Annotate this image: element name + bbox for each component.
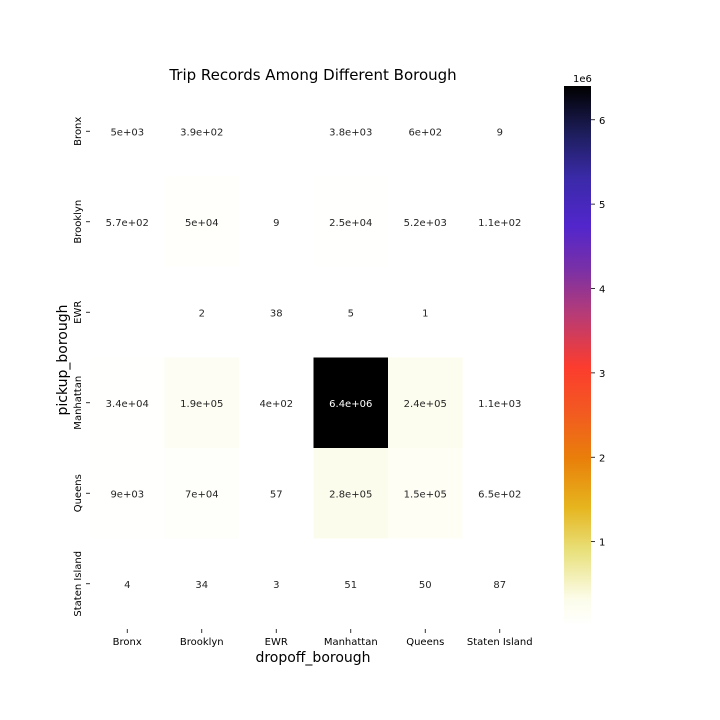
colorbar-tick-label: 3: [599, 369, 605, 380]
cell-annotation: 7e+04: [185, 489, 219, 500]
colorbar-ticks: 1 2 3 4 5 6: [591, 116, 605, 549]
heatmap-cell: [90, 448, 165, 539]
colorbar-tick-label: 2: [599, 453, 605, 464]
cell-annotation: 50: [419, 580, 432, 591]
colorbar-tick-label: 5: [599, 200, 605, 211]
heatmap-cell: [164, 538, 240, 630]
cell-annotation: 51: [344, 580, 357, 591]
cell-annotation: 34: [195, 580, 208, 591]
y-axis-label: pickup_borough: [55, 304, 71, 415]
cell-annotation: 9e+03: [110, 489, 144, 500]
cell-annotation: 4e+02: [259, 399, 293, 410]
y-tick-label: Staten Island: [73, 551, 84, 617]
heatmap-cell: [313, 86, 389, 177]
cell-annotation: 1.1e+03: [478, 399, 521, 410]
cell-annotation: 1: [422, 308, 428, 319]
heatmap-cell: [239, 538, 314, 630]
heatmap-cell: [313, 176, 389, 268]
cell-annotation: 5e+03: [110, 127, 144, 138]
cell-annotation: 9: [497, 127, 503, 138]
heatmap-cell: [388, 176, 463, 268]
colorbar-tick-label: 6: [599, 116, 605, 127]
heatmap-cell: [388, 448, 463, 539]
heatmap-cell: [239, 176, 314, 268]
cell-annotation: 5e+04: [185, 218, 219, 229]
colorbar-tick-label: 4: [599, 285, 605, 296]
heatmap-cell: [462, 86, 538, 177]
cell-annotation: 5: [348, 308, 354, 319]
cell-annotation: 2.4e+05: [404, 399, 447, 410]
heatmap-cell: [164, 86, 240, 177]
x-tick-label: Staten Island: [467, 637, 533, 648]
heatmap-cell: [313, 357, 389, 449]
heatmap-cell: [388, 357, 463, 449]
cell-annotation: 9: [273, 218, 279, 229]
colorbar-tick-label: 1: [599, 538, 605, 549]
cell-annotation: 6e+02: [408, 127, 442, 138]
cell-annotation: 6.5e+02: [478, 489, 521, 500]
y-axis-ticks: Bronx Brooklyn EWR Manhattan Queens Staten Is…: [73, 117, 90, 617]
y-tick-label: Bronx: [73, 117, 84, 146]
x-tick-label: EWR: [265, 637, 288, 648]
heatmap-cell: [462, 448, 538, 539]
heatmap-cell: [90, 538, 165, 630]
heatmap-cell: [164, 267, 240, 358]
cell-annotation: 57: [270, 489, 283, 500]
heatmap-cell: [388, 86, 463, 177]
heatmap-cell: [239, 267, 314, 358]
chart-title: Trip Records Among Different Borough: [168, 66, 456, 84]
heatmap-cell: [90, 176, 165, 268]
y-tick-label: Manhattan: [73, 376, 84, 430]
cell-annotation: 5.7e+02: [106, 218, 149, 229]
x-axis-label: dropoff_borough: [255, 650, 370, 666]
heatmap-cell: [239, 357, 314, 449]
cell-annotation: 38: [270, 308, 283, 319]
cell-annotation: 3.4e+04: [106, 399, 149, 410]
heatmap-cell: [462, 357, 538, 449]
heatmap-cell: [388, 538, 463, 630]
heatmap-cell: [90, 357, 165, 449]
cell-annotation: 4: [124, 580, 130, 591]
heatmap-cell: [313, 448, 389, 539]
heatmap-annotations: 5e+03 3.9e+02 3.8e+03 6e+02 9 5.7e+02 5e+04 9 2.…: [106, 127, 522, 591]
x-tick-label: Brooklyn: [180, 637, 224, 648]
heatmap-cell: [313, 538, 389, 630]
cell-annotation: 6.4e+06: [329, 399, 372, 410]
y-tick-label: Queens: [73, 474, 84, 512]
cell-annotation: 87: [493, 580, 506, 591]
y-tick-label: Brooklyn: [73, 200, 84, 244]
x-tick-label: Bronx: [113, 637, 142, 648]
heatmap-cell: [462, 538, 538, 630]
cell-annotation: 3.9e+02: [180, 127, 223, 138]
y-tick-label: EWR: [73, 301, 84, 324]
cell-annotation: 2: [199, 308, 205, 319]
heatmap-cell: [164, 357, 240, 449]
cell-annotation: 2.5e+04: [329, 218, 372, 229]
cell-annotation: 1.5e+05: [404, 489, 447, 500]
heatmap-cells: [90, 86, 538, 630]
cell-annotation: 3.8e+03: [329, 127, 372, 138]
heatmap-cell: [388, 267, 463, 358]
heatmap-cell: [313, 267, 389, 358]
heatmap-cell: [90, 86, 165, 177]
cell-annotation: 1.1e+02: [478, 218, 521, 229]
x-tick-label: Queens: [406, 637, 444, 648]
heatmap-cell: [164, 176, 240, 268]
cell-annotation: 1.9e+05: [180, 399, 223, 410]
heatmap-cell: [462, 176, 538, 268]
cell-annotation: 5.2e+03: [404, 218, 447, 229]
cell-annotation: 3: [273, 580, 279, 591]
colorbar-offset-label: 1e6: [573, 74, 592, 85]
colorbar: [564, 86, 591, 626]
cell-annotation: 2.8e+05: [329, 489, 372, 500]
x-axis-ticks: Bronx Brooklyn EWR Manhattan Queens Staten Is…: [113, 629, 533, 648]
heatmap-cell: [239, 448, 314, 539]
x-tick-label: Manhattan: [324, 637, 378, 648]
heatmap-cell: [164, 448, 240, 539]
